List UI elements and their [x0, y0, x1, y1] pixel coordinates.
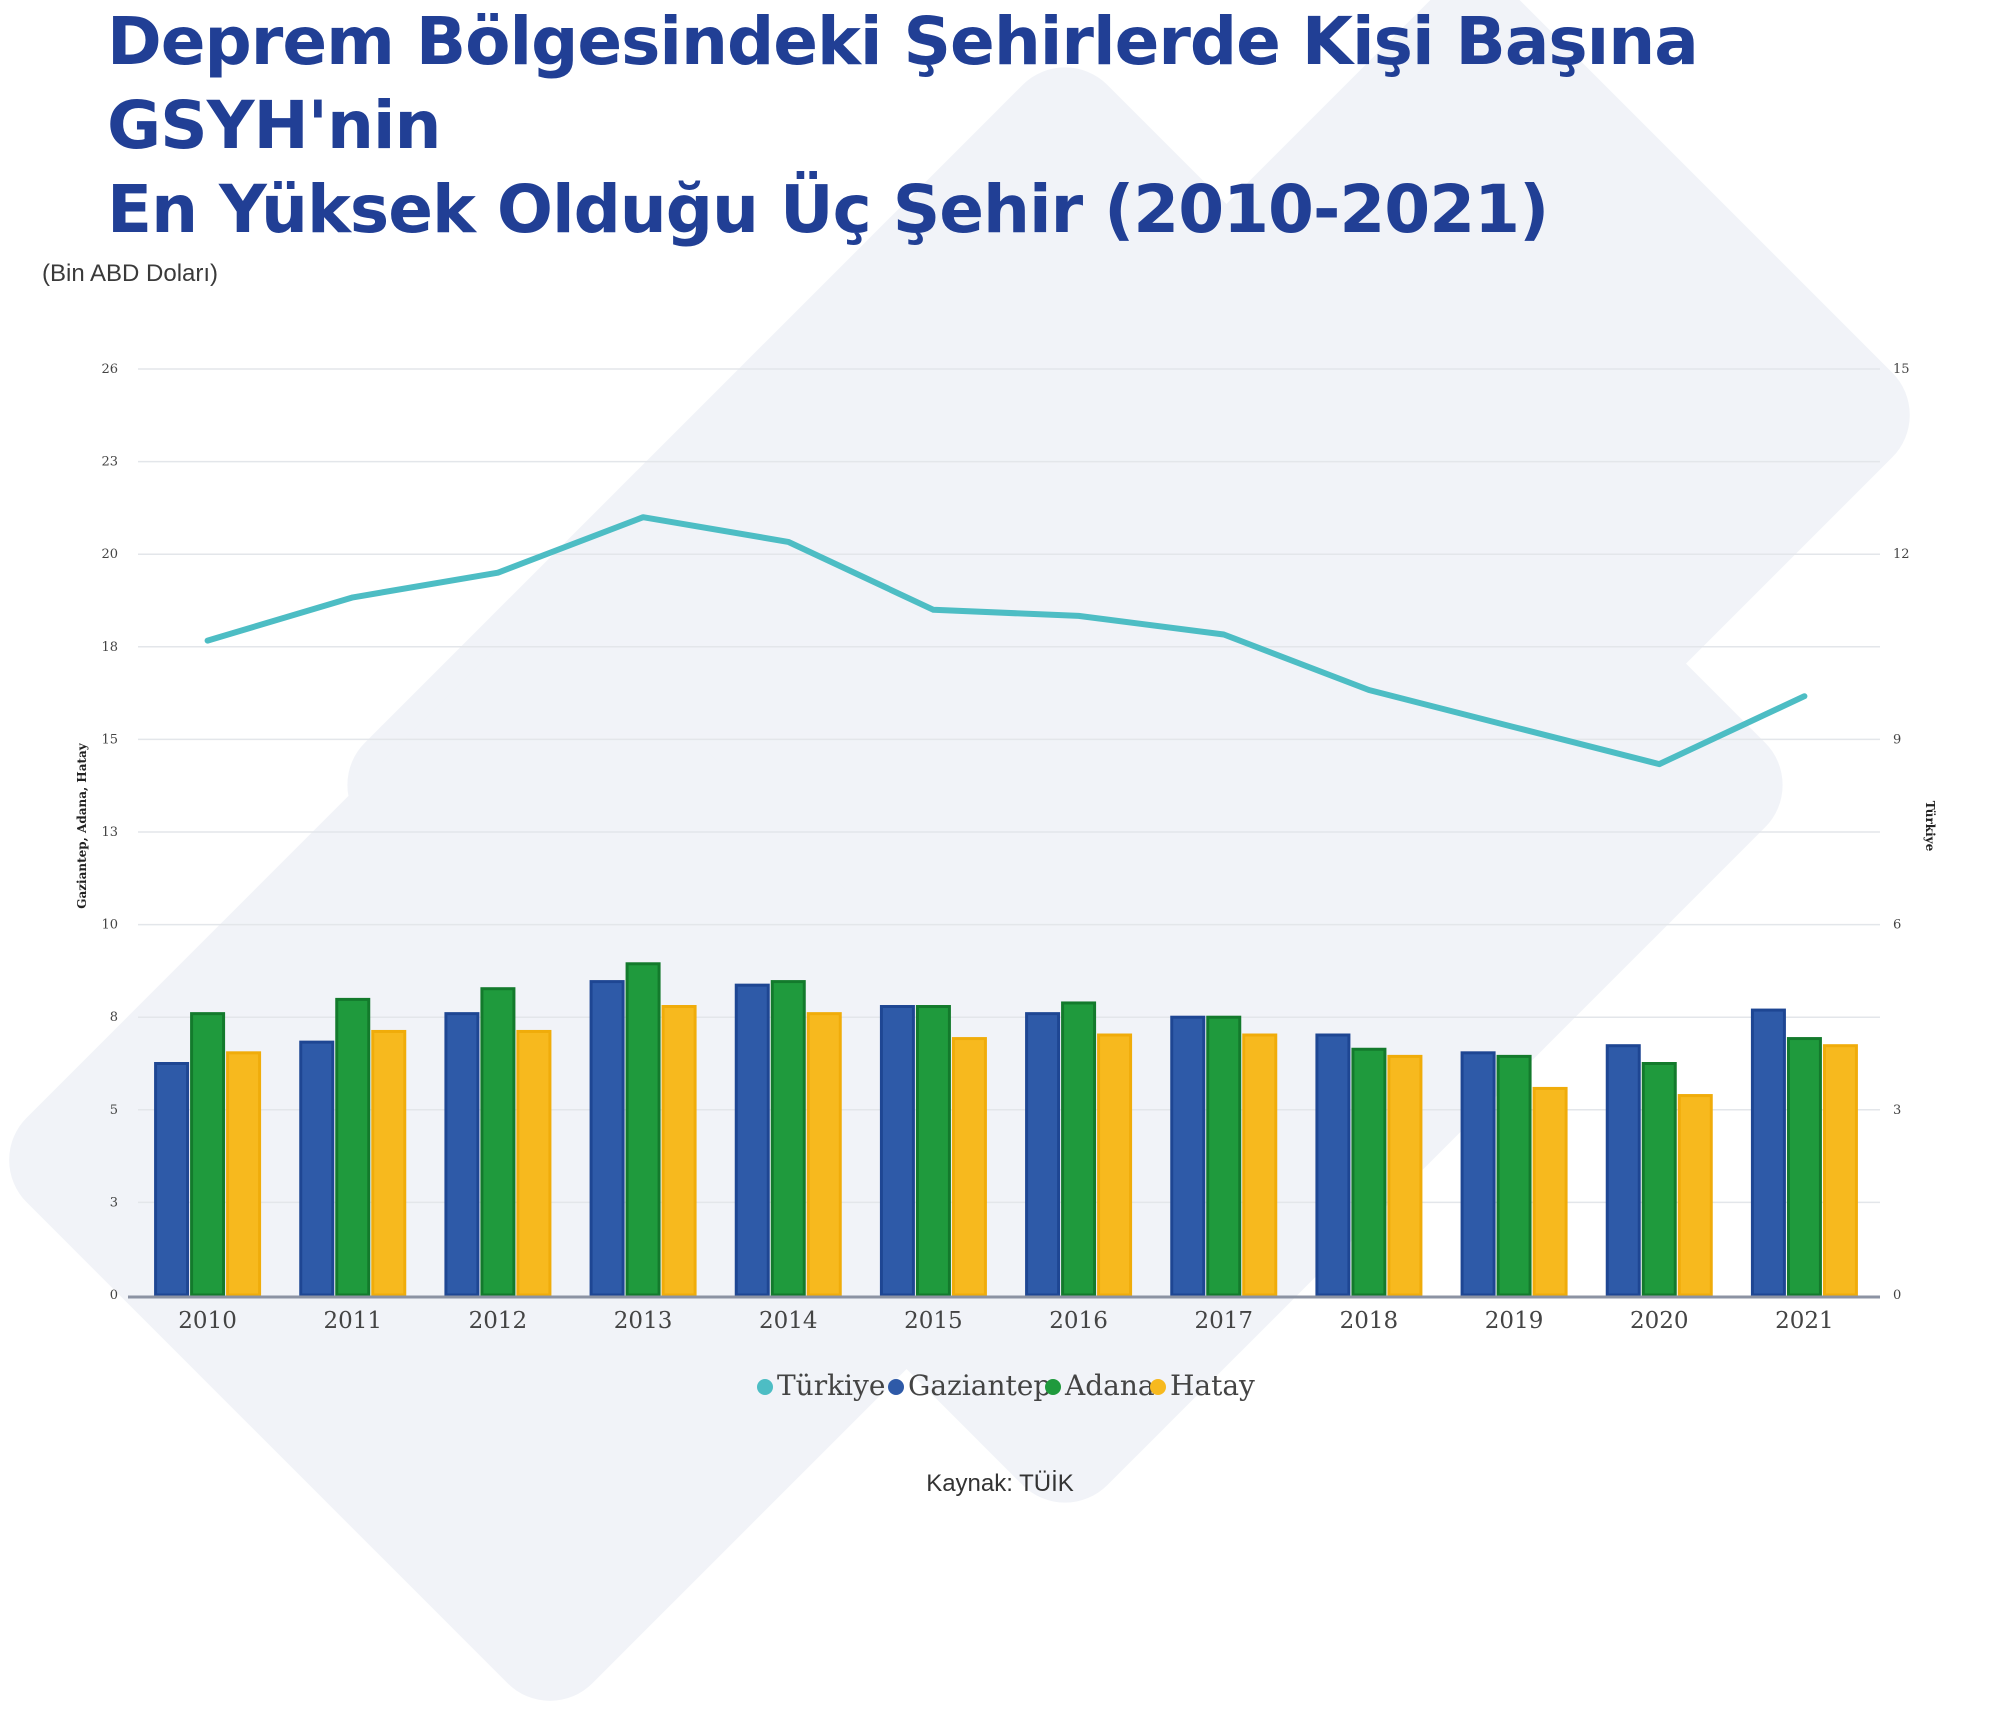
page-title: Deprem Bölgesindeki Şehirlerde Kişi Başı…: [107, 0, 1987, 252]
x-tick-label: 2020: [1630, 1308, 1689, 1334]
bar-hatay: [516, 1029, 552, 1297]
right-axis-title: Türkiye: [1923, 801, 1937, 852]
bar-gaziantep: [1170, 1015, 1206, 1297]
bar-gaziantep: [299, 1040, 335, 1297]
bar-hatay: [1532, 1086, 1568, 1297]
title-line-2: En Yüksek Olduğu Üç Şehir (2010-2021): [107, 171, 1549, 248]
x-tick-label: 2017: [1194, 1308, 1253, 1334]
bar-hatay: [1242, 1033, 1278, 1297]
x-tick-label: 2014: [759, 1308, 818, 1334]
bar-hatay: [661, 1005, 697, 1297]
right-tick-label: 12: [1893, 547, 1910, 562]
left-tick-label: 8: [110, 1010, 118, 1025]
gdp-chart: 0 3 5 8 10 13 15 18 20 23 26 0 3 6 9 12 15 Gaziantep, Ada…: [75, 362, 1937, 1402]
bar-gaziantep: [154, 1062, 190, 1297]
legend-marker: [757, 1379, 773, 1395]
bar-adana: [915, 1005, 951, 1297]
left-tick-label: 26: [101, 362, 118, 377]
bar-gaziantep: [1460, 1051, 1496, 1297]
x-tick-label: 2013: [614, 1308, 673, 1334]
bar-adana: [1641, 1062, 1677, 1297]
x-tick-label: 2019: [1485, 1308, 1544, 1334]
x-tick-label: 2012: [469, 1308, 528, 1334]
legend-marker: [888, 1379, 904, 1395]
bar-hatay: [371, 1029, 407, 1297]
right-tick-label: 9: [1893, 732, 1901, 747]
bar-hatay: [1097, 1033, 1133, 1297]
legend-label: Hatay: [1170, 1369, 1255, 1402]
x-tick-label: 2016: [1049, 1308, 1108, 1334]
right-tick-label: 3: [1893, 1103, 1901, 1118]
unit-label: (Bin ABD Doları): [42, 260, 219, 287]
title-line-1: Deprem Bölgesindeki Şehirlerde Kişi Başı…: [107, 3, 1699, 164]
bar-gaziantep: [589, 980, 625, 1297]
bar-gaziantep: [1315, 1033, 1351, 1297]
x-tick-label: 2018: [1340, 1308, 1399, 1334]
bar-gaziantep: [734, 983, 770, 1297]
bar-gaziantep: [1605, 1044, 1641, 1297]
bar-gaziantep: [879, 1005, 915, 1297]
bar-adana: [1786, 1037, 1822, 1297]
bar-adana: [625, 962, 661, 1297]
legend-label: Türkiye: [777, 1369, 885, 1402]
bar-hatay: [1387, 1054, 1423, 1297]
bar-adana: [1496, 1054, 1532, 1297]
left-tick-label: 18: [101, 640, 118, 655]
left-tick-label: 10: [101, 918, 118, 933]
x-tick-label: 2010: [178, 1308, 237, 1334]
bar-hatay: [806, 1012, 842, 1297]
bar-adana: [190, 1012, 226, 1297]
bar-adana: [770, 980, 806, 1297]
x-tick-label: 2015: [904, 1308, 963, 1334]
right-tick-label: 0: [1893, 1288, 1901, 1303]
legend-label: Gaziantep: [908, 1369, 1051, 1402]
bar-hatay: [951, 1037, 987, 1297]
line-türkiye: [204, 514, 1808, 768]
bar-hatay: [1822, 1044, 1858, 1297]
left-tick-label: 3: [110, 1195, 118, 1210]
legend-marker: [1045, 1379, 1061, 1395]
bar-hatay: [1677, 1094, 1713, 1297]
bar-adana: [480, 987, 516, 1297]
left-tick-label: 13: [101, 825, 118, 840]
bar-hatay: [226, 1051, 262, 1297]
bar-adana: [1206, 1015, 1242, 1297]
left-tick-label: 5: [110, 1103, 118, 1118]
source-note: Kaynak: TÜİK: [926, 1470, 1074, 1497]
bar-gaziantep: [1750, 1008, 1786, 1297]
bar-gaziantep: [1025, 1012, 1061, 1297]
legend-label: Adana: [1064, 1369, 1155, 1402]
right-tick-label: 15: [1893, 362, 1910, 377]
left-tick-label: 20: [101, 547, 118, 562]
bar-adana: [1351, 1047, 1387, 1297]
right-tick-label: 6: [1893, 918, 1901, 933]
bar-adana: [1061, 1001, 1097, 1297]
bar-gaziantep: [444, 1012, 480, 1297]
bar-adana: [335, 997, 371, 1297]
legend-marker: [1150, 1379, 1166, 1395]
x-tick-label: 2011: [323, 1308, 382, 1334]
left-axis-title: Gaziantep, Adana, Hatay: [75, 742, 89, 909]
left-tick-label: 0: [110, 1288, 118, 1303]
x-tick-label: 2021: [1775, 1308, 1834, 1334]
left-tick-label: 23: [101, 455, 118, 470]
left-tick-label: 15: [101, 732, 118, 747]
